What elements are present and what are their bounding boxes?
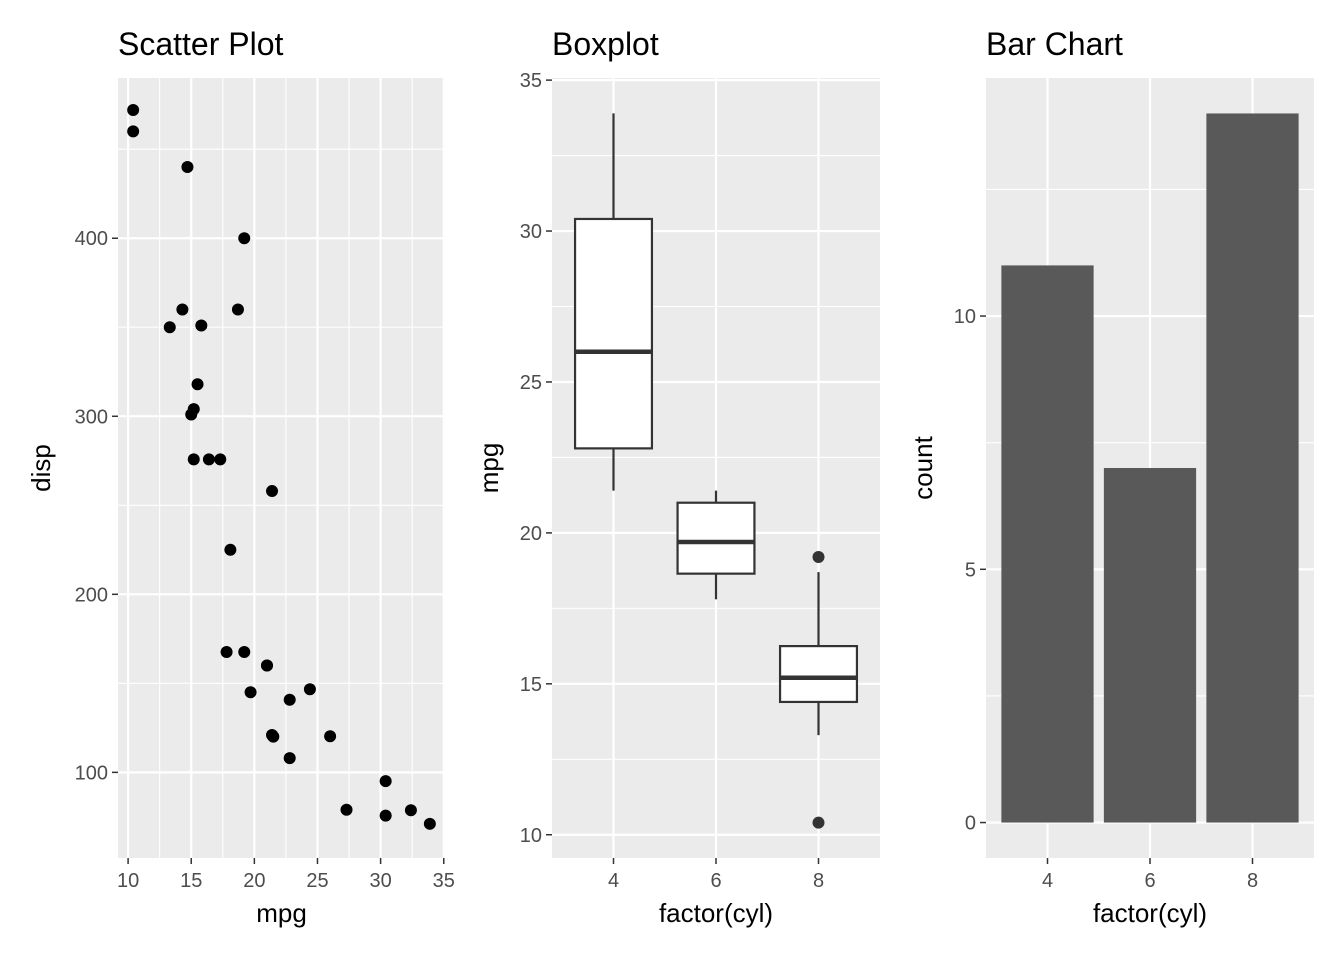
scatter-point: [185, 408, 198, 421]
scatter-point: [238, 232, 251, 245]
scatter-y-tick-label: 100: [75, 762, 108, 784]
bar-bars: [1001, 113, 1299, 823]
scatter-point: [191, 378, 204, 391]
scatter-point: [423, 817, 436, 830]
scatter-point: [195, 319, 208, 332]
scatter-ticks: 100 200 300 400 10 15 20 25 30 35: [75, 228, 455, 892]
scatter-point: [187, 453, 200, 466]
boxplot-y-axis-title: mpg: [474, 443, 504, 494]
scatter-point: [266, 485, 279, 498]
scatter-point: [303, 683, 316, 696]
bar-y-axis-title: count: [908, 435, 938, 499]
scatter-y-tick-label: 200: [75, 584, 108, 606]
scatter-point: [340, 803, 353, 816]
scatter-point: [220, 646, 233, 659]
scatter-point: [202, 453, 215, 466]
boxplot-outlier: [812, 551, 825, 564]
scatter-point: [238, 646, 251, 659]
scatter-point: [231, 303, 244, 316]
boxplot-box: [778, 644, 859, 704]
boxplot-y-tick-label: 20: [520, 523, 542, 545]
boxplot-x-tick-label: 8: [813, 870, 824, 892]
bar-x-tick-label: 4: [1042, 870, 1053, 892]
boxplot-x-tick-label: 4: [608, 870, 619, 892]
boxplot-y-tick-label: 15: [520, 674, 542, 696]
boxplot-y-tick-label: 30: [520, 221, 542, 243]
boxplot-box-group: [778, 551, 859, 829]
bar-panel: Bar Chart 0 5 10 4 6 8 factor(cyl) count: [908, 26, 1314, 928]
boxplot-box-group: [676, 490, 756, 600]
bar-x-tick-label: 8: [1247, 870, 1258, 892]
scatter-point: [379, 775, 392, 788]
bar-ticks: 0 5 10 4 6 8: [954, 306, 1258, 892]
scatter-y-axis-title: disp: [26, 444, 56, 492]
scatter-point: [224, 543, 237, 556]
bar-y-tick-label: 0: [965, 813, 976, 835]
scatter-x-tick-label: 10: [117, 870, 139, 892]
scatter-point: [283, 752, 296, 765]
boxplot-outlier: [812, 816, 825, 829]
scatter-y-tick-label: 300: [75, 406, 108, 428]
bar-y-tick-label: 5: [965, 559, 976, 581]
boxplot-box: [573, 217, 654, 450]
scatter-x-tick-label: 20: [243, 870, 265, 892]
scatter-point: [260, 659, 273, 672]
boxplot-box: [676, 501, 756, 575]
scatter-x-tick-label: 30: [369, 870, 391, 892]
scatter-point: [404, 804, 417, 817]
scatter-point: [181, 161, 194, 174]
scatter-point: [266, 728, 279, 741]
scatter-x-axis-title: mpg: [256, 898, 307, 928]
scatter-point: [127, 104, 140, 117]
boxplot-x-axis-title: factor(cyl): [659, 898, 773, 928]
scatter-x-tick-label: 25: [306, 870, 328, 892]
boxplot-ticks: 10 15 20 25 30 35 4 6 8: [520, 70, 824, 892]
boxplot-x-tick-label: 6: [710, 870, 721, 892]
boxplot-title: Boxplot: [552, 26, 659, 62]
scatter-panel: Scatter Plot 100 200 300 400 10 15 20 25 30 35 mp…: [26, 26, 455, 928]
scatter-point: [214, 453, 227, 466]
scatter-gridlines: [118, 78, 445, 858]
bar-y-tick-label: 10: [954, 306, 976, 328]
scatter-x-tick-label: 15: [180, 870, 202, 892]
scatter-point: [244, 686, 257, 699]
scatter-plot-background: [118, 78, 445, 858]
scatter-points: [127, 104, 436, 830]
bar-title: Bar Chart: [986, 26, 1123, 62]
scatter-point: [324, 730, 337, 743]
scatter-point: [163, 321, 176, 334]
boxplot-box-group: [573, 113, 654, 491]
scatter-title: Scatter Plot: [118, 26, 284, 62]
scatter-point: [127, 125, 140, 138]
boxplot-y-tick-label: 10: [520, 825, 542, 847]
boxplot-y-tick-label: 25: [520, 372, 542, 394]
scatter-point: [176, 303, 189, 316]
scatter-point: [283, 693, 296, 706]
scatter-point: [379, 809, 392, 822]
bar: [1206, 113, 1299, 823]
scatter-y-tick-label: 400: [75, 228, 108, 250]
scatter-x-tick-label: 35: [433, 870, 455, 892]
bar-x-axis-title: factor(cyl): [1093, 898, 1207, 928]
bar: [1001, 265, 1094, 823]
bar: [1103, 468, 1197, 823]
boxplot-panel: Boxplot 10 15 20 25 30 35 4 6 8 factor(cyl) mpg: [474, 26, 880, 928]
bar-x-tick-label: 6: [1144, 870, 1155, 892]
boxplot-boxes: [573, 113, 859, 829]
boxplot-y-tick-label: 35: [520, 70, 542, 92]
